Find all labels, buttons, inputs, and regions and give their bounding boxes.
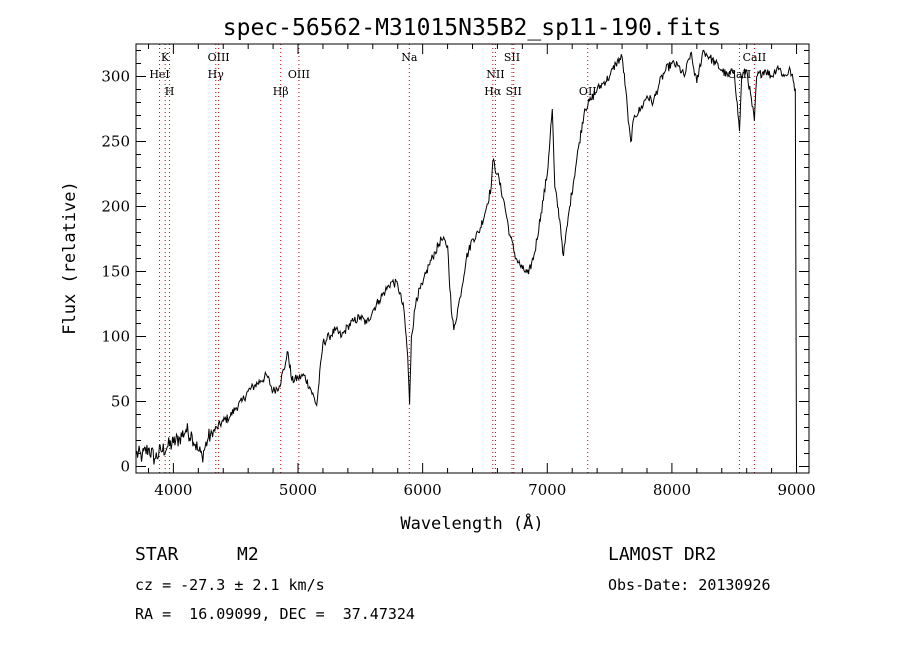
line-label: K <box>161 51 170 64</box>
y-tick-label: 50 <box>111 393 130 411</box>
line-label: NII <box>486 68 504 81</box>
x-axis-label: Wavelength (Å) <box>400 512 543 534</box>
line-label: Na <box>401 51 418 64</box>
x-tick-label: 4000 <box>154 481 192 499</box>
y-tick-label: 100 <box>101 328 130 346</box>
line-label: HeI <box>149 68 169 81</box>
spectrum-series <box>135 49 797 467</box>
line-label: H <box>165 85 175 98</box>
x-tick-label: 7000 <box>528 481 566 499</box>
line-label: OIII <box>208 51 230 64</box>
line-label: CaII <box>743 51 767 64</box>
line-label: Hβ <box>273 85 289 98</box>
chart-title: spec-56562-M31015N35B2_sp11-190.fits <box>223 15 722 41</box>
y-tick-label: 300 <box>101 68 130 86</box>
observation-date: Obs-Date: 20130926 <box>608 576 771 594</box>
x-tick-label: 6000 <box>404 481 442 499</box>
coordinates: RA = 16.09099, DEC = 37.47324 <box>135 605 415 623</box>
line-label: Hα <box>484 85 502 98</box>
survey-name: LAMOST DR2 <box>608 544 717 565</box>
object-type: STAR <box>135 544 179 565</box>
line-label: OIII <box>288 68 310 81</box>
line-label: SII <box>506 85 522 98</box>
y-tick-label: 150 <box>101 263 130 281</box>
x-tick-label: 8000 <box>653 481 691 499</box>
y-tick-label: 200 <box>101 198 130 216</box>
x-tick-label: 9000 <box>777 481 815 499</box>
x-axis: 4000 5000 6000 7000 8000 9000 <box>147 44 816 499</box>
spectrum-line <box>135 49 797 467</box>
y-axis-label: Flux (relative) <box>60 181 80 335</box>
y-axis: 0 50 100 150 200 250 300 <box>101 50 809 476</box>
redshift-velocity: cz = -27.3 ± 2.1 km/s <box>135 576 325 594</box>
y-tick-label: 250 <box>101 133 130 151</box>
x-tick-label: 5000 <box>279 481 317 499</box>
spectral-subclass: M2 <box>237 544 259 565</box>
line-label: Hγ <box>208 68 225 81</box>
y-tick-label: 0 <box>120 458 130 476</box>
line-label: SII <box>504 51 520 64</box>
